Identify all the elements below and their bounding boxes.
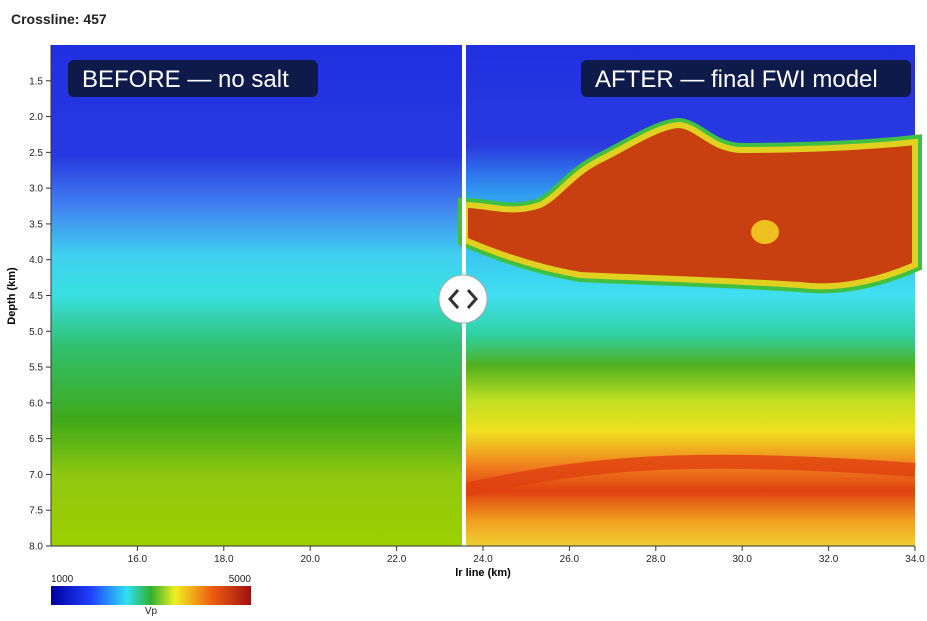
y-tick-label: 5.0 [29,327,43,338]
after-badge [581,60,911,97]
y-tick-label: 2.5 [29,148,43,159]
y-tick-label: 8.0 [29,542,43,553]
salt-body [458,117,922,294]
before-image [51,45,462,546]
y-tick-label: 7.0 [29,470,43,481]
before-badge [68,60,318,97]
y-tick-label: 6.0 [29,398,43,409]
x-tick-label: 28.0 [646,554,666,565]
y-tick-label: 3.0 [29,184,43,195]
x-tick-label: 24.0 [473,554,493,565]
x-tick-label: 18.0 [214,554,234,565]
y-tick-label: 5.5 [29,363,43,374]
before-label: BEFORE — no salt [82,66,289,93]
colorbar-label: Vp [145,606,158,617]
x-axis-title: lr line (km) [455,567,511,579]
x-tick-label: 26.0 [560,554,580,565]
x-tick-label: 20.0 [300,554,320,565]
y-axis-title: Depth (km) [6,267,18,325]
slider-handle[interactable] [438,274,488,324]
x-tick-label: 22.0 [387,554,407,565]
title: Crossline: 457 [11,11,107,27]
colorbar-max: 5000 [229,574,252,585]
y-tick-label: 1.5 [29,76,43,87]
x-tick-label: 34.0 [905,554,925,565]
after-label: AFTER — final FWI model [595,66,878,93]
colorbar-min: 1000 [51,574,74,585]
y-tick-label: 7.5 [29,506,43,517]
x-tick-label: 32.0 [819,554,839,565]
y-tick-label: 4.0 [29,255,43,266]
y-tick-label: 6.5 [29,434,43,445]
y-tick-label: 3.5 [29,219,43,230]
x-tick-label: 30.0 [732,554,752,565]
x-tick-label: 16.0 [128,554,148,565]
colorbar [51,586,251,605]
y-tick-label: 4.5 [29,291,43,302]
after-band [463,454,916,497]
y-tick-label: 2.0 [29,112,43,123]
